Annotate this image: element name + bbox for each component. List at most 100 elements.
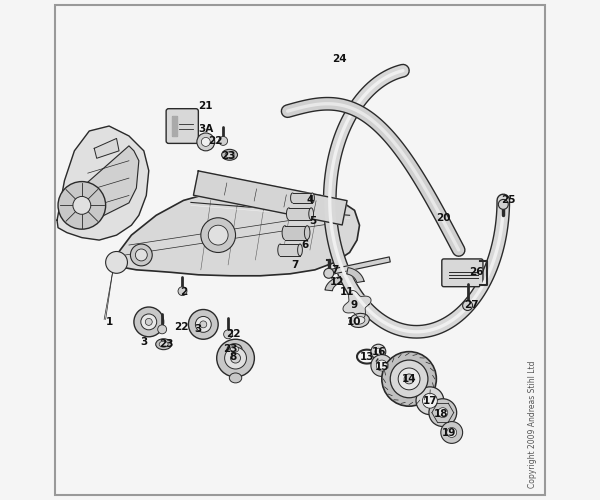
Text: 20: 20 <box>437 213 451 223</box>
Circle shape <box>499 200 508 209</box>
Ellipse shape <box>225 152 234 158</box>
Text: 27: 27 <box>464 300 478 310</box>
Circle shape <box>141 314 157 330</box>
Polygon shape <box>293 193 313 203</box>
Ellipse shape <box>278 244 283 256</box>
Circle shape <box>416 387 444 414</box>
Circle shape <box>371 344 386 359</box>
Text: 7: 7 <box>292 260 299 270</box>
Text: 23: 23 <box>221 151 235 161</box>
Text: 5: 5 <box>309 216 316 226</box>
Circle shape <box>134 307 164 337</box>
Circle shape <box>202 138 210 146</box>
Ellipse shape <box>350 314 370 328</box>
Circle shape <box>201 218 236 252</box>
Circle shape <box>438 408 448 418</box>
Text: 14: 14 <box>402 374 416 384</box>
Circle shape <box>390 360 428 398</box>
Polygon shape <box>57 126 149 240</box>
Text: 11: 11 <box>340 287 355 297</box>
Circle shape <box>224 347 247 369</box>
Circle shape <box>441 422 463 444</box>
Ellipse shape <box>298 244 302 256</box>
Circle shape <box>422 394 437 408</box>
Circle shape <box>136 249 147 261</box>
Text: 17: 17 <box>422 396 437 406</box>
Text: 19: 19 <box>442 428 456 438</box>
Text: 12: 12 <box>330 277 344 287</box>
Text: 23: 23 <box>159 339 173 349</box>
Circle shape <box>58 182 106 229</box>
Ellipse shape <box>309 208 314 220</box>
Circle shape <box>208 225 228 245</box>
Ellipse shape <box>159 341 168 347</box>
Ellipse shape <box>282 226 287 239</box>
Polygon shape <box>82 146 139 222</box>
Text: 26: 26 <box>469 268 483 278</box>
Circle shape <box>376 360 387 371</box>
Text: 3: 3 <box>195 324 202 334</box>
Text: 25: 25 <box>501 196 515 205</box>
Text: 16: 16 <box>372 346 386 356</box>
Polygon shape <box>116 188 359 276</box>
Circle shape <box>382 352 436 406</box>
FancyBboxPatch shape <box>442 259 483 286</box>
Circle shape <box>188 310 218 340</box>
Ellipse shape <box>304 226 310 239</box>
Circle shape <box>398 368 420 390</box>
Circle shape <box>224 330 233 339</box>
Text: 4: 4 <box>306 196 314 205</box>
Circle shape <box>404 374 414 384</box>
Circle shape <box>429 399 457 426</box>
Text: 3A: 3A <box>198 124 214 134</box>
Text: 21: 21 <box>199 101 213 111</box>
Text: 3: 3 <box>140 336 148 346</box>
Text: 10: 10 <box>347 317 362 327</box>
Text: 22: 22 <box>208 136 223 146</box>
Ellipse shape <box>156 339 172 349</box>
Text: 7: 7 <box>331 265 338 275</box>
Ellipse shape <box>290 193 295 203</box>
Polygon shape <box>289 208 311 220</box>
Circle shape <box>130 244 152 266</box>
FancyBboxPatch shape <box>166 108 199 144</box>
Circle shape <box>73 196 91 214</box>
Circle shape <box>371 354 393 376</box>
Circle shape <box>106 252 127 274</box>
Text: 9: 9 <box>351 300 358 310</box>
Text: 24: 24 <box>332 54 347 64</box>
Ellipse shape <box>354 316 365 324</box>
Ellipse shape <box>286 208 291 220</box>
Text: 22: 22 <box>226 330 241 340</box>
Polygon shape <box>329 257 390 275</box>
Text: 13: 13 <box>359 352 374 362</box>
Circle shape <box>375 348 382 355</box>
Polygon shape <box>172 116 177 136</box>
Text: 6: 6 <box>301 240 308 250</box>
Circle shape <box>158 325 167 334</box>
Text: 1: 1 <box>106 317 113 327</box>
Circle shape <box>463 300 473 310</box>
Ellipse shape <box>227 344 242 354</box>
Polygon shape <box>193 171 347 225</box>
Ellipse shape <box>229 373 242 383</box>
Circle shape <box>178 286 187 296</box>
Ellipse shape <box>221 150 238 160</box>
Polygon shape <box>325 276 342 290</box>
Text: 15: 15 <box>374 362 389 372</box>
Text: 18: 18 <box>434 408 449 418</box>
Circle shape <box>196 316 211 332</box>
Polygon shape <box>94 138 119 158</box>
Polygon shape <box>347 268 364 282</box>
Circle shape <box>200 321 207 328</box>
Circle shape <box>145 318 152 326</box>
Circle shape <box>217 340 254 377</box>
Ellipse shape <box>310 193 314 203</box>
Ellipse shape <box>230 346 239 352</box>
Polygon shape <box>280 244 300 256</box>
Circle shape <box>447 428 457 438</box>
Circle shape <box>230 353 241 363</box>
Text: 2: 2 <box>180 287 187 297</box>
Polygon shape <box>285 226 307 239</box>
Circle shape <box>218 136 227 145</box>
